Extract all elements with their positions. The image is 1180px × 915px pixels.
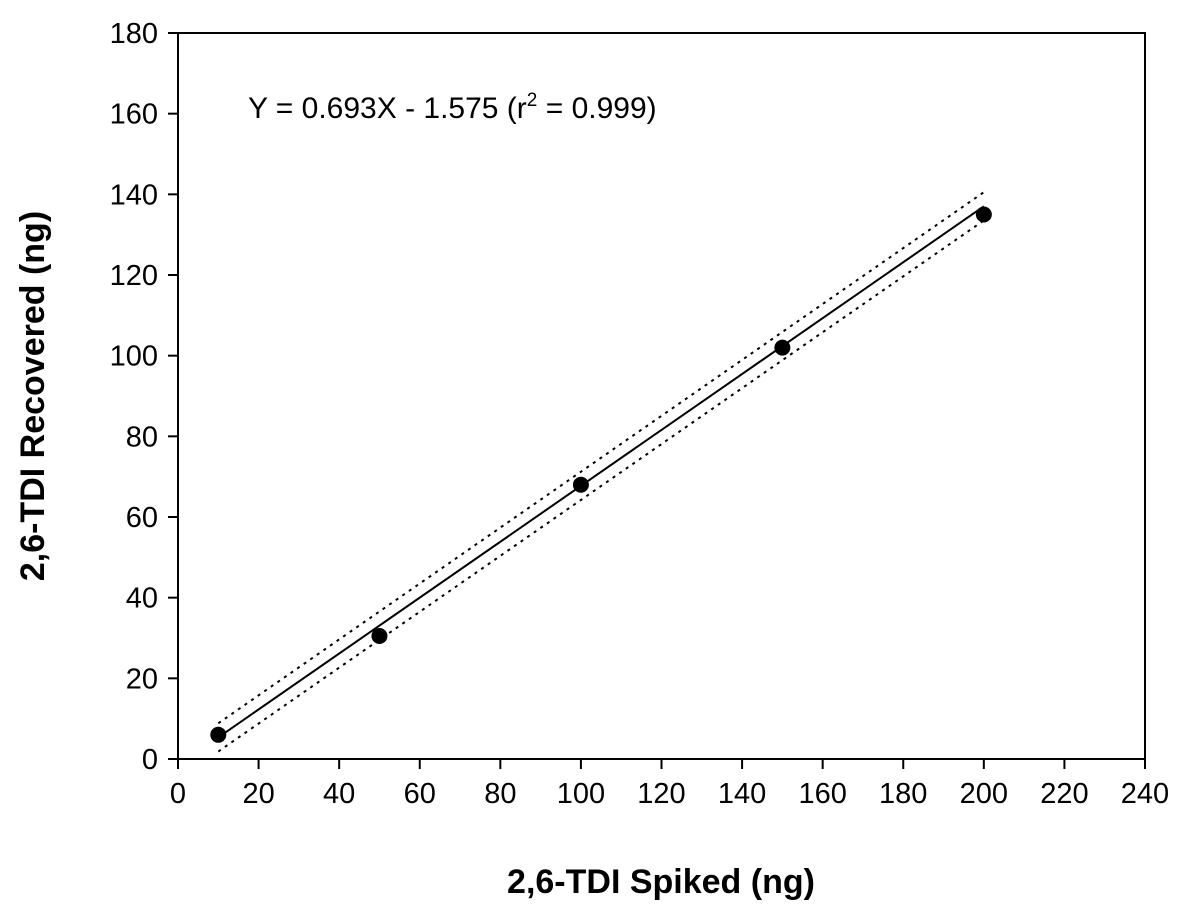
regression-line [217,205,985,739]
y-axis-ticks: 0 20 40 60 80 100 120 140 160 180 [110,18,178,776]
data-point [572,476,589,493]
upper-confidence-line [217,191,985,725]
y-axis-label: 2,6-TDI Recovered (ng) [14,211,52,581]
x-tick-label: 220 [1040,778,1088,810]
data-point [975,206,992,223]
x-tick-label: 160 [798,778,846,810]
x-axis-label: 2,6-TDI Spiked (ng) [507,863,815,901]
x-tick-label: 140 [718,778,766,810]
y-tick-label: 60 [126,502,158,534]
x-tick-label: 0 [170,778,186,810]
x-tick-label: 120 [637,778,685,810]
data-point [210,726,227,743]
regression-equation: Y = 0.693X - 1.575 (r2 = 0.999) [248,90,657,125]
plot-frame [177,32,1146,760]
confidence-band [217,191,985,753]
x-tick-label: 180 [879,778,927,810]
y-tick-label: 20 [126,663,158,695]
y-tick-label: 140 [110,179,158,211]
r-squared-superscript: 2 [527,90,538,111]
y-tick-label: 100 [110,341,158,373]
y-tick-label: 160 [110,99,158,131]
x-tick-label: 200 [960,778,1008,810]
x-tick-label: 40 [323,778,355,810]
x-tick-label: 20 [242,778,274,810]
y-tick-label: 120 [110,260,158,292]
data-point [774,339,791,356]
y-tick-label: 80 [126,421,158,453]
x-tick-label: 80 [484,778,516,810]
y-tick-label: 0 [142,744,158,776]
x-tick-label: 240 [1121,778,1169,810]
y-tick-label: 180 [110,18,158,50]
x-axis-ticks: 0 20 40 60 80 100 120 140 160 180 200 220 240 [170,759,1169,810]
x-tick-label: 60 [404,778,436,810]
lower-confidence-line [217,219,985,753]
data-point [371,627,388,644]
data-points [210,206,992,743]
y-tick-label: 40 [126,583,158,615]
x-tick-label: 100 [557,778,605,810]
